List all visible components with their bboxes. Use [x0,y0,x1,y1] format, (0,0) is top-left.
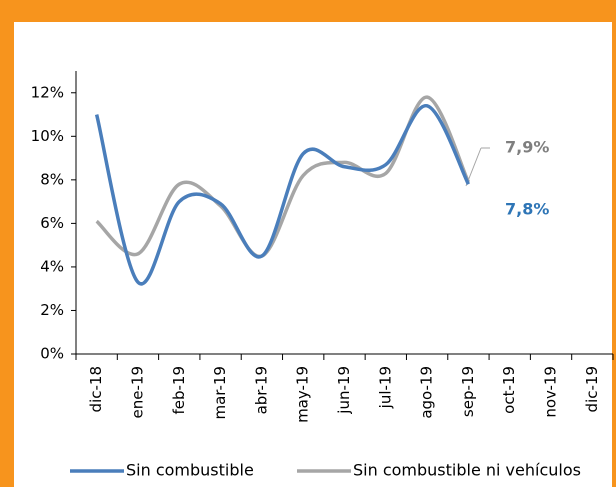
y-tick-label: 6% [40,214,64,232]
y-tick-label: 0% [40,345,64,363]
y-tick-label: 12% [31,83,64,101]
x-tick-label: jun-19 [335,366,353,415]
y-tick-label: 8% [40,170,64,188]
panel [14,22,612,487]
x-tick-label: feb-19 [170,366,188,415]
x-tick-label: dic-18 [87,366,105,412]
x-tick-label: ene-19 [128,366,146,418]
value-label: 7,8% [505,200,549,219]
x-tick-label: abr-19 [252,366,270,414]
x-tick-label: sep-19 [459,366,477,417]
x-tick-label: ago-19 [418,366,436,419]
y-tick-label: 10% [31,127,64,145]
y-tick-label: 4% [40,257,64,275]
legend-label: Sin combustible [126,461,254,480]
x-tick-label: mar-19 [211,366,229,420]
x-tick-label: jul-19 [376,366,394,409]
series-line [94,104,470,286]
x-tick-label: nov-19 [542,366,560,418]
value-label: 7,9% [505,138,549,157]
x-tick-label: dic-19 [583,366,601,412]
y-tick-label: 2% [40,301,64,319]
series-line [95,95,471,258]
legend-label: Sin combustible ni vehículos [353,461,581,480]
x-tick-label: oct-19 [500,366,518,414]
x-tick-label: may-19 [294,366,312,423]
